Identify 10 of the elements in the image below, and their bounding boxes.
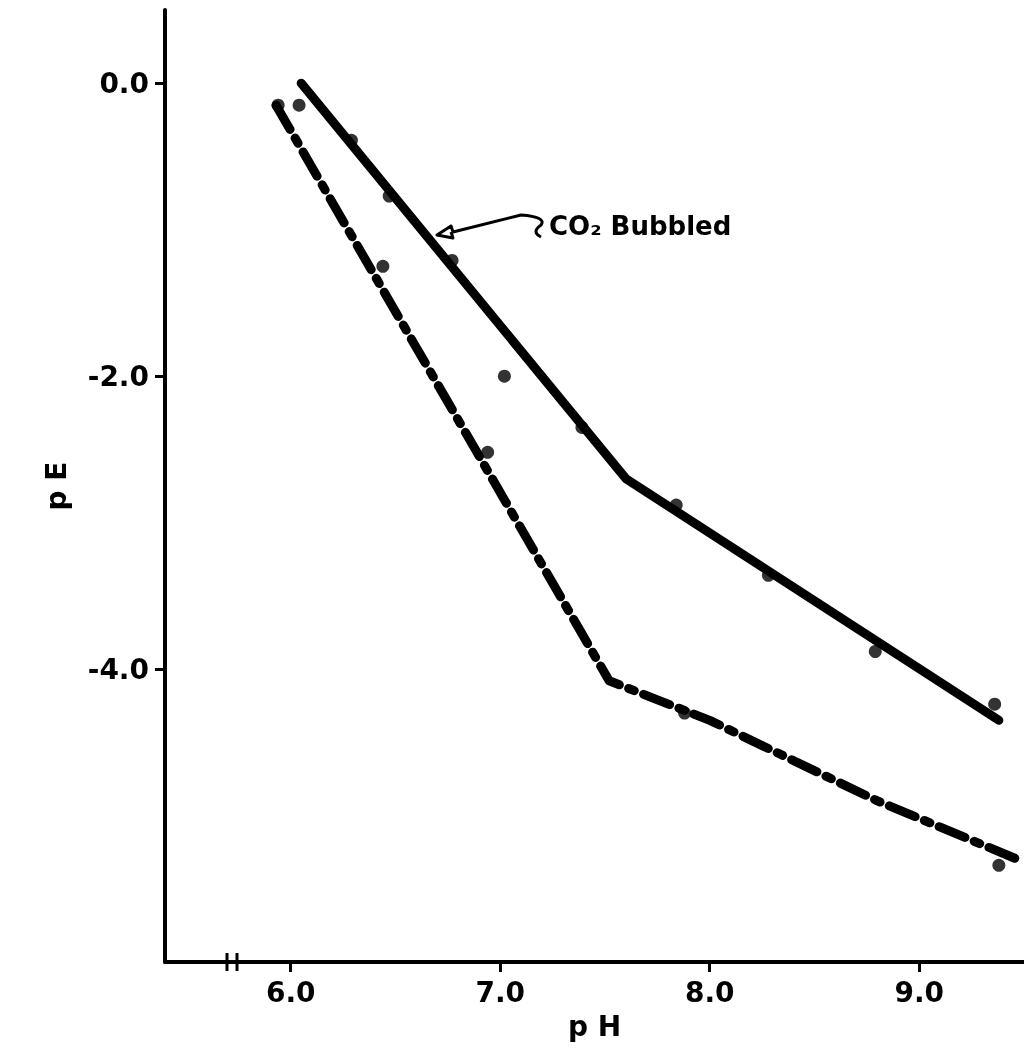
annotation: CO₂ Bubbled [549, 211, 732, 241]
x-tick-label: 8.0 [684, 975, 735, 1009]
y-tick-label: 0.0 [99, 66, 149, 100]
x-tick-label: 6.0 [265, 975, 316, 1009]
x-tick-label: 7.0 [475, 975, 526, 1009]
y-tick-label: -4.0 [87, 652, 149, 686]
x-tick-label: 9.0 [894, 975, 945, 1009]
y-tick-label: -2.0 [87, 359, 149, 393]
x-axis-title: p H [567, 1009, 622, 1043]
y-axis-title: p E [39, 461, 73, 511]
